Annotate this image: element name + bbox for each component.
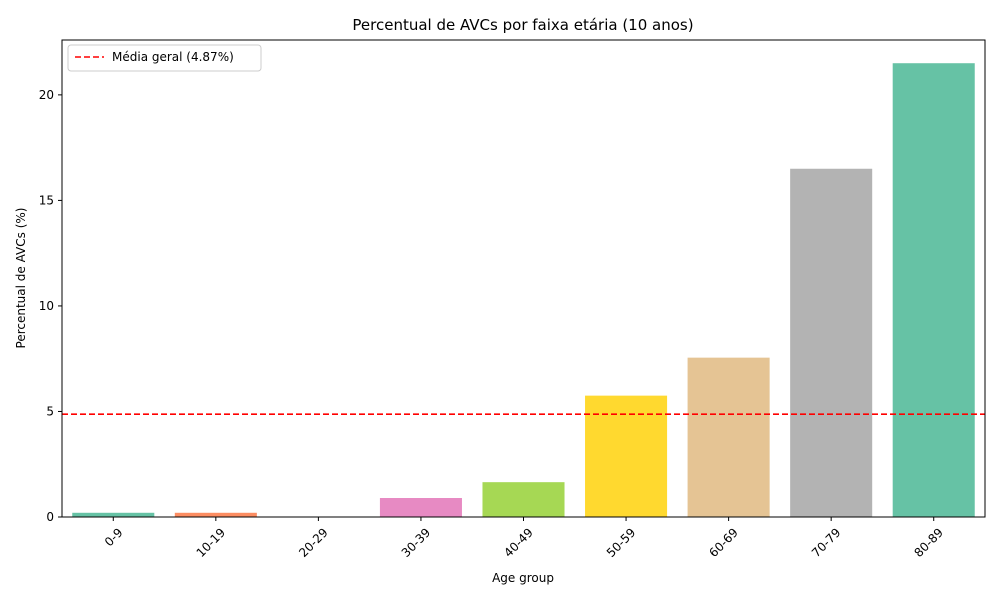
bar-70-79: [790, 168, 873, 517]
bar-10-19: [174, 512, 257, 517]
y-tick-label: 10: [39, 299, 54, 313]
y-tick-label: 20: [39, 88, 54, 102]
y-tick-label: 5: [46, 404, 54, 418]
bar-50-59: [585, 395, 668, 517]
bar-40-49: [482, 482, 565, 517]
x-tick-label: 60-69: [706, 525, 741, 560]
legend-box: [67, 44, 262, 72]
x-tick-label: 30-39: [399, 525, 434, 560]
y-axis-title: Percentual de AVCs (%): [14, 208, 28, 349]
x-tick-label: 0-9: [102, 525, 126, 549]
x-tick-label: 80-89: [912, 525, 947, 560]
y-tick-label: 0: [46, 510, 54, 524]
y-tick-label: 15: [39, 193, 54, 207]
x-tick-label: 40-49: [501, 525, 536, 560]
bar-0-9: [72, 512, 155, 517]
bar-80-89: [892, 63, 975, 517]
bar-30-39: [379, 498, 462, 517]
x-tick-label: 10-19: [194, 525, 229, 560]
x-tick-label: 50-59: [604, 525, 639, 560]
chart-title: Percentual de AVCs por faixa etária (10 …: [352, 16, 693, 34]
bars-group: [72, 63, 975, 517]
x-axis-title: Age group: [492, 571, 554, 585]
x-tick-label: 20-29: [296, 525, 331, 560]
legend-label: Média geral (4.87%): [112, 50, 234, 64]
x-tick-label: 70-79: [809, 525, 844, 560]
x-axis: 0-9 10-19 20-29 30-39 40-49 50-59 60-69 70-79 80…: [102, 517, 946, 560]
y-axis: 0 5 10 15 20: [39, 88, 62, 524]
legend: Média geral (4.87%): [67, 44, 262, 72]
bar-60-69: [687, 357, 770, 517]
